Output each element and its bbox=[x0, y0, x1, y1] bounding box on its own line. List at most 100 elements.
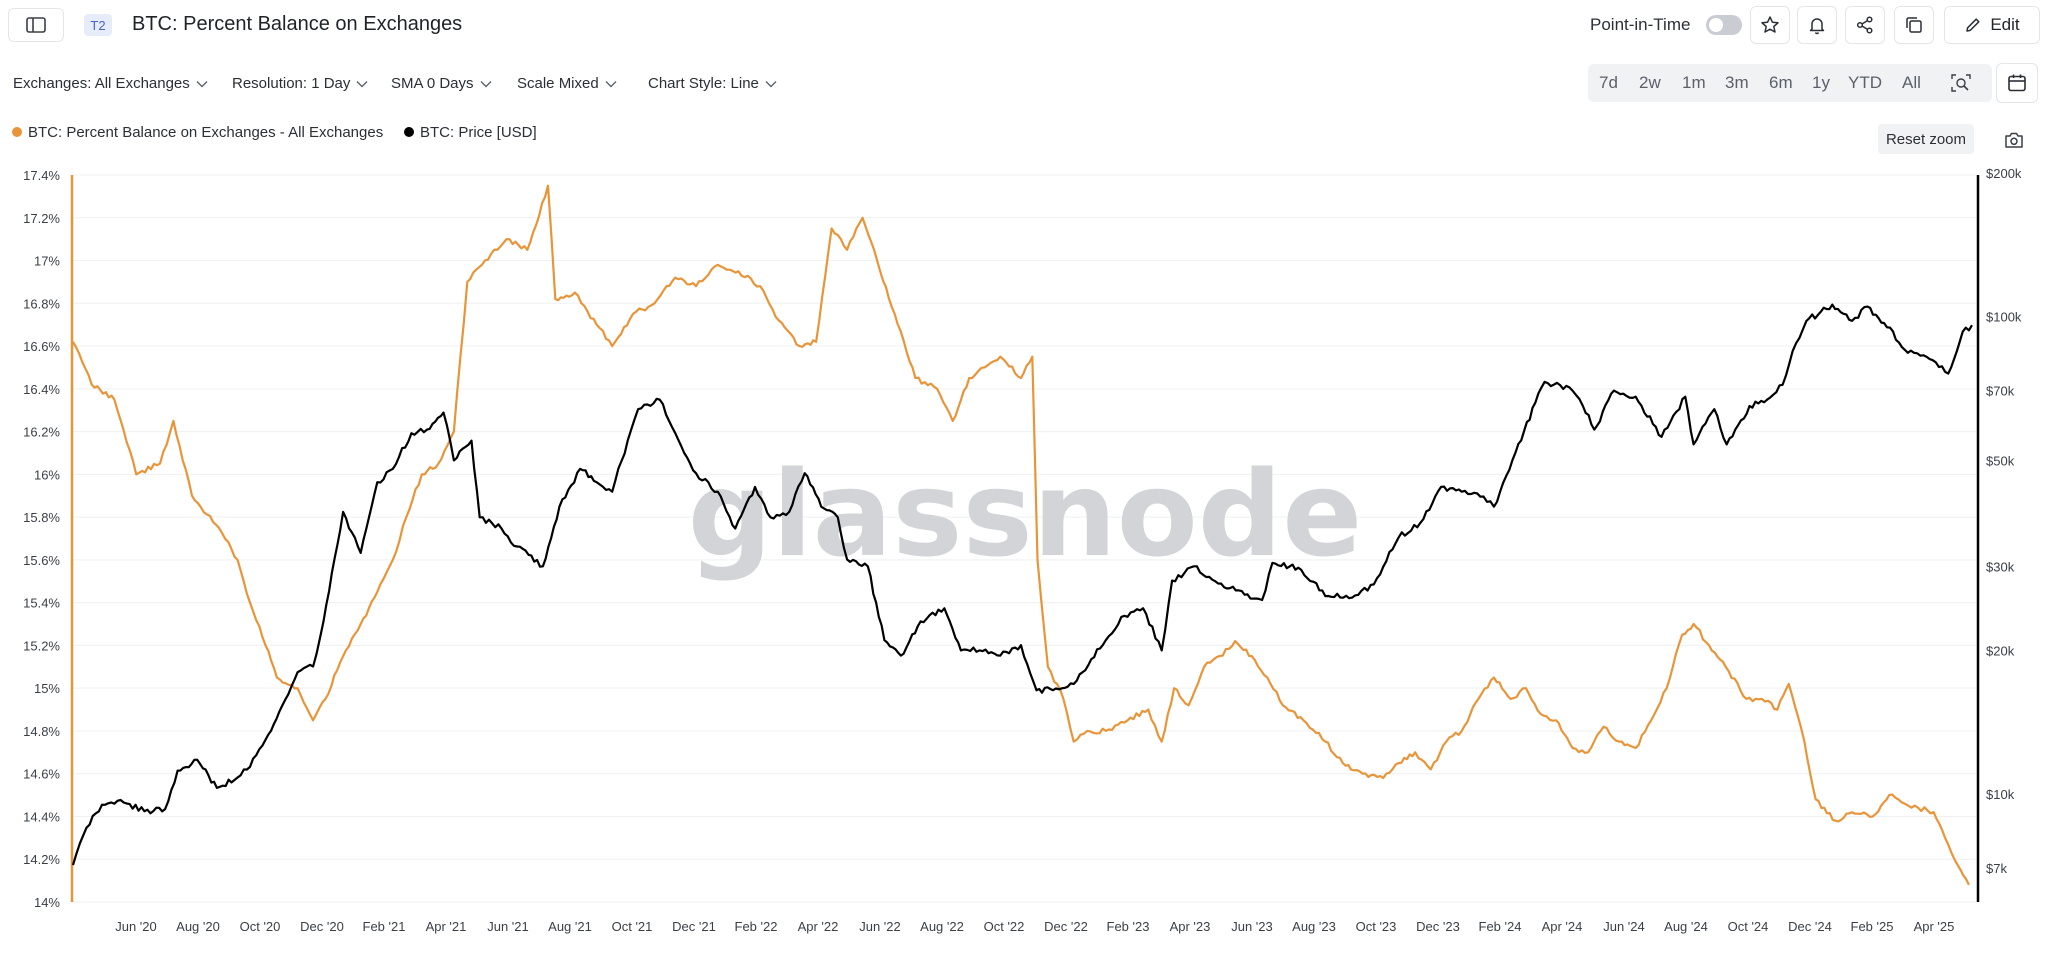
x-tick-label: Dec '20 bbox=[300, 919, 344, 934]
range-1m[interactable]: 1m bbox=[1682, 73, 1706, 92]
scale-dropdown[interactable]: Scale Mixed bbox=[517, 75, 617, 92]
left-tick-label: 15.2% bbox=[23, 638, 60, 653]
date-picker-button[interactable] bbox=[1996, 63, 2038, 103]
left-axis: 14% 14.2% 14.4% 14.6% 14.8% 15% 15.2% 15.4% 15.6… bbox=[23, 168, 60, 910]
chevron-down-icon bbox=[356, 81, 368, 88]
x-tick-label: Oct '23 bbox=[1356, 919, 1397, 934]
range-7d[interactable]: 7d bbox=[1599, 73, 1618, 92]
x-tick-label: Feb '25 bbox=[1851, 919, 1894, 934]
x-tick-label: Feb '23 bbox=[1107, 919, 1150, 934]
resolution-dropdown[interactable]: Resolution: 1 Day bbox=[232, 75, 368, 92]
left-tick-label: 14.8% bbox=[23, 724, 60, 739]
x-tick-label: Feb '21 bbox=[363, 919, 406, 934]
reset-zoom-button[interactable]: Reset zoom bbox=[1878, 124, 1974, 154]
legend-balance-label: BTC: Percent Balance on Exchanges - All … bbox=[28, 124, 384, 141]
legend-price[interactable]: BTC: Price [USD] bbox=[404, 124, 537, 141]
range-2w[interactable]: 2w bbox=[1639, 73, 1661, 92]
left-tick-label: 16.2% bbox=[23, 425, 60, 440]
share-button[interactable] bbox=[1845, 6, 1885, 44]
series-line-price[interactable] bbox=[71, 303, 1973, 866]
x-tick-label: Aug '21 bbox=[548, 919, 592, 934]
range-all[interactable]: All bbox=[1902, 73, 1921, 92]
x-tick-label: Apr '24 bbox=[1542, 919, 1583, 934]
range-1y[interactable]: 1y bbox=[1812, 73, 1830, 92]
x-tick-label: Oct '24 bbox=[1728, 919, 1769, 934]
x-tick-label: Feb '22 bbox=[735, 919, 778, 934]
range-3m[interactable]: 3m bbox=[1725, 73, 1749, 92]
x-tick-label: Aug '24 bbox=[1664, 919, 1708, 934]
favorite-button[interactable] bbox=[1750, 6, 1790, 44]
resolution-dropdown-label: Resolution: 1 Day bbox=[232, 75, 351, 92]
zoom-area-icon bbox=[1951, 74, 1971, 92]
x-tick-label: Jun '22 bbox=[859, 919, 901, 934]
scale-dropdown-label: Scale Mixed bbox=[517, 75, 599, 92]
left-tick-label: 17% bbox=[34, 254, 60, 269]
x-tick-label: Apr '21 bbox=[426, 919, 467, 934]
alert-button[interactable] bbox=[1797, 6, 1837, 44]
screenshot-button[interactable] bbox=[1998, 127, 2030, 153]
left-tick-label: 16.8% bbox=[23, 296, 60, 311]
toggle-sidebar-button[interactable] bbox=[8, 8, 64, 42]
legend-price-label: BTC: Price [USD] bbox=[420, 124, 537, 141]
chart-canvas[interactable]: glassnode 14% 14.2% 14.4% 14.6% 14.8% 15% 15.2… bbox=[0, 160, 2048, 955]
tier-badge: T2 bbox=[84, 14, 112, 36]
edit-button[interactable]: Edit bbox=[1944, 6, 2040, 44]
right-tick-label: $200k bbox=[1986, 166, 2022, 181]
left-tick-label: 14.6% bbox=[23, 767, 60, 782]
exchanges-dropdown[interactable]: Exchanges: All Exchanges bbox=[13, 75, 208, 92]
chevron-down-icon bbox=[605, 81, 617, 88]
zoom-select-button[interactable] bbox=[1950, 73, 1972, 98]
left-tick-label: 15% bbox=[34, 681, 60, 696]
x-tick-label: Jun '24 bbox=[1603, 919, 1645, 934]
x-tick-label: Jun '20 bbox=[115, 919, 157, 934]
x-tick-label: Jun '21 bbox=[487, 919, 529, 934]
left-tick-label: 14.4% bbox=[23, 809, 60, 824]
legend-price-swatch bbox=[404, 127, 414, 137]
time-range-selector: 7d 2w 1m 3m 6m 1y YTD All bbox=[1588, 64, 1992, 102]
x-tick-label: Apr '23 bbox=[1170, 919, 1211, 934]
x-tick-label: Dec '24 bbox=[1788, 919, 1832, 934]
left-tick-label: 17.2% bbox=[23, 211, 60, 226]
x-tick-label: Aug '20 bbox=[176, 919, 220, 934]
camera-icon bbox=[2005, 132, 2023, 148]
watermark-text: glassnode bbox=[688, 445, 1363, 583]
x-tick-label: Dec '22 bbox=[1044, 919, 1088, 934]
right-tick-label: $7k bbox=[1986, 861, 2007, 876]
chart-style-dropdown[interactable]: Chart Style: Line bbox=[648, 75, 777, 92]
calendar-icon bbox=[2008, 74, 2026, 92]
right-tick-label: $50k bbox=[1986, 453, 2015, 468]
x-tick-label: Oct '21 bbox=[612, 919, 653, 934]
chevron-down-icon bbox=[765, 81, 777, 88]
point-in-time-toggle[interactable] bbox=[1706, 15, 1742, 35]
legend-balance[interactable]: BTC: Percent Balance on Exchanges - All … bbox=[12, 124, 383, 141]
point-in-time-label: Point-in-Time bbox=[1590, 15, 1691, 34]
right-tick-label: $20k bbox=[1986, 643, 2015, 658]
x-tick-label: Oct '22 bbox=[984, 919, 1025, 934]
left-tick-label: 15.6% bbox=[23, 553, 60, 568]
range-6m[interactable]: 6m bbox=[1769, 73, 1793, 92]
left-tick-label: 15.4% bbox=[23, 596, 60, 611]
grid-lines bbox=[72, 174, 1976, 903]
left-tick-label: 16.4% bbox=[23, 382, 60, 397]
range-ytd[interactable]: YTD bbox=[1848, 73, 1882, 92]
exchanges-dropdown-label: Exchanges: All Exchanges bbox=[13, 75, 190, 92]
left-tick-label: 15.8% bbox=[23, 510, 60, 525]
copy-icon bbox=[1906, 17, 1922, 33]
left-tick-label: 16% bbox=[34, 467, 60, 482]
x-tick-label: Apr '25 bbox=[1914, 919, 1955, 934]
right-tick-label: $100k bbox=[1986, 310, 2022, 325]
right-tick-label: $30k bbox=[1986, 559, 2015, 574]
right-tick-label: $70k bbox=[1986, 384, 2015, 399]
chevron-down-icon bbox=[480, 81, 492, 88]
x-tick-label: Oct '20 bbox=[240, 919, 281, 934]
right-axis: $7k $10k $20k $30k $50k $70k $100k $200k bbox=[1986, 166, 2022, 876]
duplicate-button[interactable] bbox=[1894, 6, 1934, 44]
chevron-down-icon bbox=[196, 81, 208, 88]
series-line-balance[interactable] bbox=[72, 184, 1970, 886]
x-axis: Jun '20 Aug '20 Oct '20 Dec '20 Feb '21 Apr '… bbox=[115, 919, 1954, 934]
x-tick-label: Feb '24 bbox=[1479, 919, 1522, 934]
legend-balance-swatch bbox=[12, 127, 22, 137]
x-tick-label: Aug '22 bbox=[920, 919, 964, 934]
sma-dropdown[interactable]: SMA 0 Days bbox=[391, 75, 492, 92]
left-tick-label: 17.4% bbox=[23, 168, 60, 183]
